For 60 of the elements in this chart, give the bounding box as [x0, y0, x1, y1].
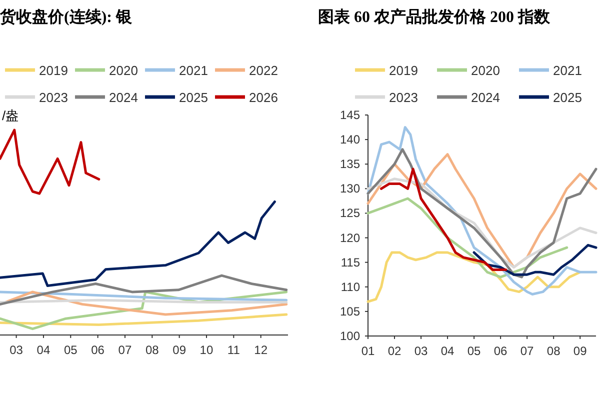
x-tick-label: 08	[145, 343, 160, 357]
legend-item: 2026	[215, 90, 278, 105]
x-tick-label: 01	[361, 344, 375, 358]
y-tick-label: 100	[340, 329, 360, 343]
y-tick-label: 130	[340, 182, 360, 196]
x-tick-label: 04	[36, 343, 50, 357]
legend-label: 2021	[553, 63, 582, 78]
chart-title: 货收盘价(连续): 银	[0, 8, 133, 26]
y-tick-label: 110	[340, 280, 360, 294]
legend-item: 2020	[75, 63, 138, 78]
x-tick-label: 07	[520, 344, 534, 358]
y-tick-label: 125	[340, 206, 360, 220]
legend-item: 2025	[519, 90, 582, 105]
y-tick-label: 140	[340, 132, 360, 147]
legend-item: 2020	[437, 63, 500, 78]
legend-label: 2024	[471, 90, 500, 105]
x-tick-label: 10	[200, 343, 214, 357]
legend-label: 2020	[109, 63, 138, 78]
legend-item: 2023	[355, 90, 418, 105]
x-tick-label: 12	[254, 343, 268, 357]
x-tick-label: 03	[414, 344, 428, 358]
legend-label: 2024	[109, 90, 138, 105]
y-tick-label: 120	[340, 230, 360, 245]
legend-item: 2019	[355, 63, 418, 78]
legend-label: 2019	[389, 63, 418, 78]
x-tick-label: 05	[467, 344, 482, 358]
legend-item: 2024	[437, 90, 500, 105]
legend-item: 2021	[145, 63, 208, 78]
legend-label: 2023	[389, 90, 418, 105]
y-tick-label: 105	[340, 304, 360, 318]
y-axis-title: /盎	[2, 108, 19, 123]
x-tick-label: 02	[388, 344, 402, 358]
y-tick-label: 115	[340, 255, 360, 270]
legend-item: 2021	[519, 63, 582, 78]
x-tick-label: 09	[172, 343, 186, 357]
x-tick-label: 06	[494, 344, 508, 358]
legend-label: 2020	[471, 63, 500, 78]
legend-label: 2025	[179, 90, 208, 105]
legend-item: 2019	[5, 63, 68, 78]
chart-title: 图表 60 农产品批发价格 200 指数	[318, 8, 551, 26]
x-tick-label: 07	[118, 343, 132, 357]
legend-item: 2024	[75, 90, 138, 105]
legend-item: 2025	[145, 90, 208, 105]
legend-label: 2025	[553, 90, 582, 105]
legend-label: 2022	[249, 63, 278, 78]
legend-label: 2026	[249, 90, 278, 105]
legend-item: 2022	[215, 63, 278, 78]
legend-label: 2021	[179, 63, 208, 78]
x-tick-label: 11	[227, 343, 240, 357]
x-tick-label: 06	[91, 343, 105, 357]
legend-item: 2023	[5, 90, 68, 105]
x-tick-label: 08	[546, 344, 561, 358]
x-tick-label: 04	[440, 344, 455, 358]
x-tick-label: 05	[64, 343, 78, 357]
legend-label: 2023	[39, 90, 68, 105]
x-tick-label: 09	[573, 344, 588, 358]
legend-label: 2019	[39, 63, 68, 78]
y-tick-label: 145	[340, 108, 360, 122]
y-tick-label: 135	[340, 157, 360, 172]
x-tick-label: 03	[10, 343, 24, 357]
